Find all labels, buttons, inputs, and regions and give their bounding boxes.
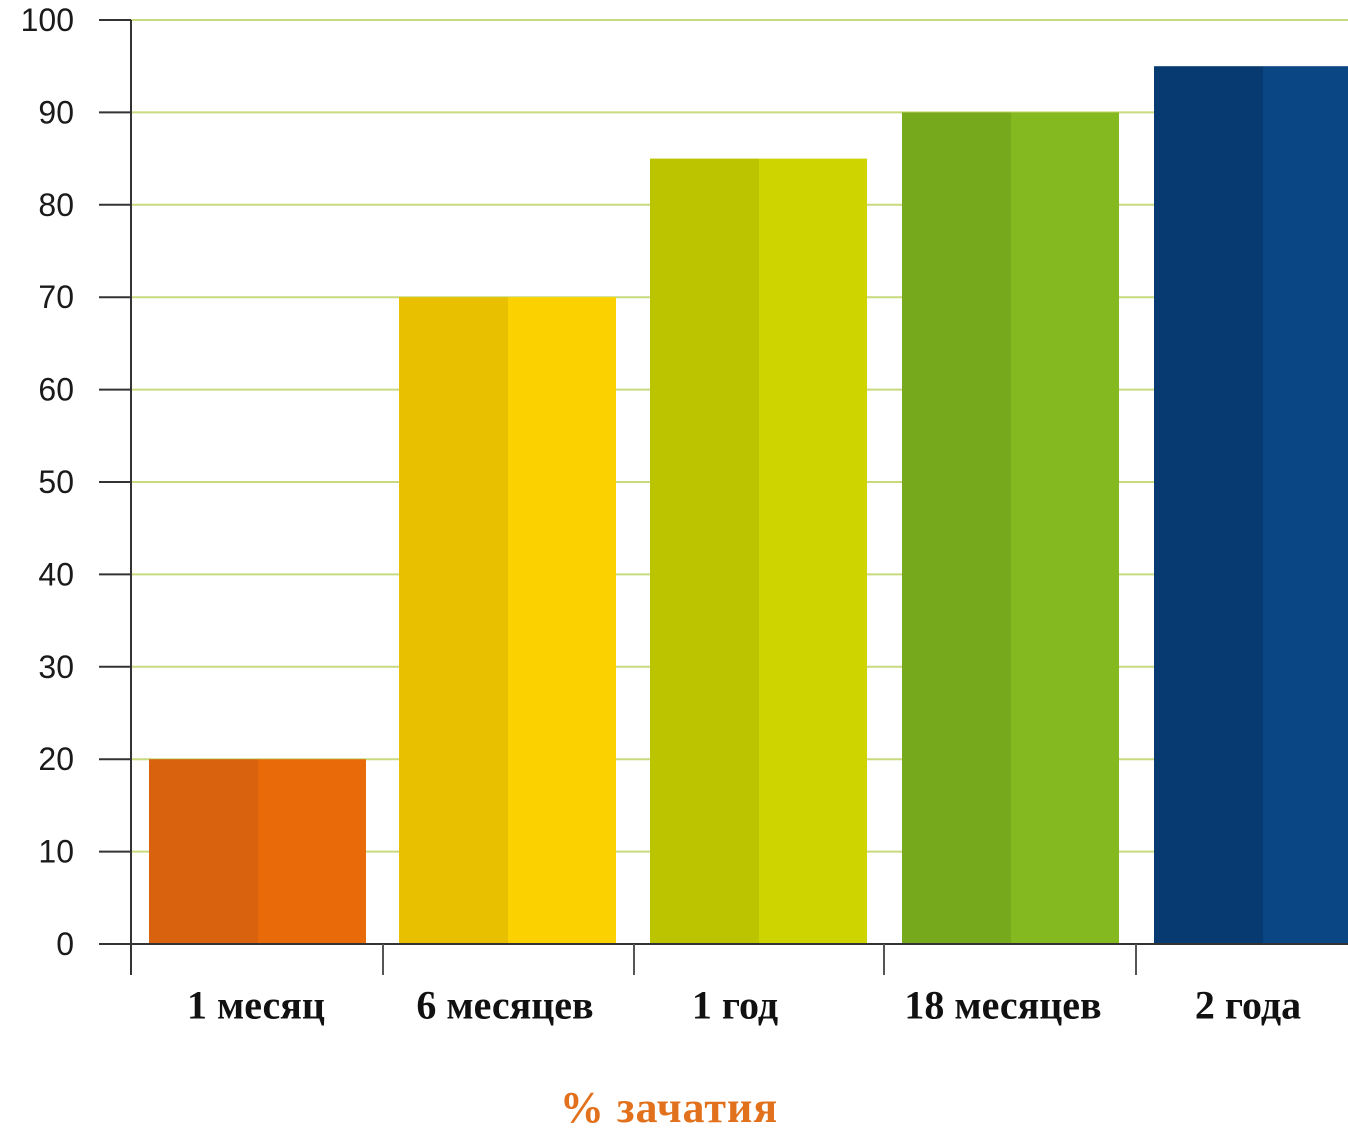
- bar-right-shade: [1011, 112, 1119, 944]
- ytick-label: 60: [38, 372, 74, 408]
- xtick-label: 1 месяц: [187, 983, 325, 1028]
- ytick-label: 70: [38, 279, 74, 315]
- xtick-label: 1 год: [692, 983, 778, 1028]
- bar: [399, 297, 616, 944]
- ytick-label: 30: [38, 649, 74, 685]
- ytick-label: 90: [38, 94, 74, 130]
- bar-left-shade: [399, 297, 508, 944]
- ytick-label: 10: [38, 834, 74, 870]
- xtick-label: 6 месяцев: [416, 983, 593, 1028]
- ytick-label: 100: [21, 2, 74, 38]
- bar-left-shade: [149, 759, 258, 944]
- tick-labels: 0 10 20 30 40 50 60 70 80 90 100 1 месяц 6 месяцев 1 …: [21, 2, 1302, 1028]
- bar-left-shade: [902, 112, 1011, 944]
- bar: [1154, 66, 1348, 944]
- bar-left-shade: [650, 158, 759, 945]
- ytick-label: 80: [38, 187, 74, 223]
- bars: [149, 66, 1348, 945]
- xtick-label: 2 года: [1195, 983, 1301, 1028]
- bar: [149, 759, 366, 944]
- chart-caption: % зачатия: [559, 1083, 779, 1132]
- bar: [650, 158, 867, 945]
- bar-right-shade: [508, 297, 616, 944]
- bar-right-shade: [1263, 66, 1348, 944]
- bar-right-shade: [258, 759, 366, 944]
- xtick-label: 18 месяцев: [904, 983, 1101, 1028]
- ytick-label: 0: [56, 926, 74, 962]
- bar-left-shade: [1154, 66, 1263, 944]
- axes: [99, 19, 1348, 975]
- ytick-label: 40: [38, 556, 74, 592]
- bar-right-shade: [759, 158, 867, 945]
- ytick-label: 20: [38, 741, 74, 777]
- ytick-label: 50: [38, 464, 74, 500]
- bar: [902, 112, 1119, 944]
